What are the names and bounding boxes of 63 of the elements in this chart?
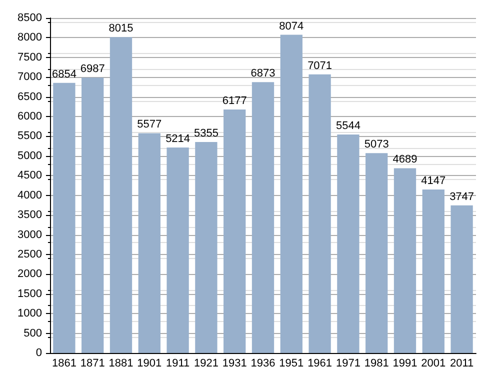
data-label: 6987 <box>80 63 105 76</box>
data-label: 5355 <box>194 127 218 140</box>
data-label: 5577 <box>137 118 162 131</box>
y-tick-label: 2000 <box>18 268 42 280</box>
x-tick-label: 1971 <box>336 358 360 370</box>
bar <box>166 148 189 353</box>
y-tick-label: 1000 <box>18 308 42 320</box>
bar <box>110 37 132 353</box>
data-label: 6873 <box>250 68 276 80</box>
x-tick-label: 2011 <box>450 358 474 370</box>
y-tick-label: 4000 <box>18 189 42 202</box>
y-tick-label: 7000 <box>18 71 42 84</box>
x-tick-label: 1911 <box>166 358 190 370</box>
y-tick-label: 3500 <box>18 209 42 222</box>
y-tick-label: 5000 <box>18 150 42 162</box>
data-label: 8015 <box>108 22 134 35</box>
data-label: 5544 <box>336 120 360 132</box>
bar <box>195 142 218 353</box>
x-tick-label: 1936 <box>250 358 276 370</box>
bar <box>252 82 274 353</box>
x-tick-label: 1901 <box>137 358 162 370</box>
bar <box>82 78 104 353</box>
x-tick-label: 2001 <box>421 358 446 370</box>
x-tick-label: 1951 <box>279 358 304 370</box>
data-label: 4147 <box>421 175 446 188</box>
data-label: 6177 <box>222 95 247 108</box>
x-tick-label: 1881 <box>108 358 134 370</box>
bar <box>422 190 444 353</box>
y-tick-label: 8000 <box>18 32 42 44</box>
x-tick-label: 1981 <box>364 358 389 370</box>
x-tick-label: 1921 <box>194 358 218 370</box>
bar <box>366 153 388 353</box>
y-tick-label: 2500 <box>18 248 42 260</box>
y-tick-label: 0 <box>36 347 42 359</box>
data-label: 3747 <box>450 190 474 203</box>
x-tick-label: 1861 <box>52 358 76 370</box>
data-label: 6854 <box>52 68 76 80</box>
y-tick-label: 500 <box>24 327 42 340</box>
bar <box>337 134 360 353</box>
y-tick-label: 8500 <box>18 12 42 24</box>
data-label: 4689 <box>392 154 418 166</box>
data-label: 5214 <box>166 133 190 146</box>
y-tick-label: 3000 <box>18 228 42 241</box>
y-tick-label: 4500 <box>18 170 42 182</box>
x-tick-label: 1991 <box>392 358 418 370</box>
x-tick-label: 1871 <box>80 358 105 370</box>
data-label: 7071 <box>308 60 332 72</box>
y-tick-label: 5500 <box>18 130 42 142</box>
data-label: 8074 <box>279 20 304 32</box>
y-tick-label: 7500 <box>18 51 42 64</box>
bar <box>53 82 76 353</box>
bar <box>138 133 160 353</box>
bar <box>450 205 473 353</box>
bar <box>394 168 416 353</box>
bar <box>224 110 246 353</box>
y-tick-label: 6000 <box>18 110 42 123</box>
bar <box>280 34 302 353</box>
x-tick-label: 1961 <box>308 358 332 370</box>
x-tick-label: 1931 <box>222 358 247 370</box>
bar <box>308 74 331 353</box>
y-tick-label: 1500 <box>18 288 42 300</box>
data-label: 5073 <box>364 138 389 151</box>
y-tick-label: 6500 <box>18 90 42 103</box>
